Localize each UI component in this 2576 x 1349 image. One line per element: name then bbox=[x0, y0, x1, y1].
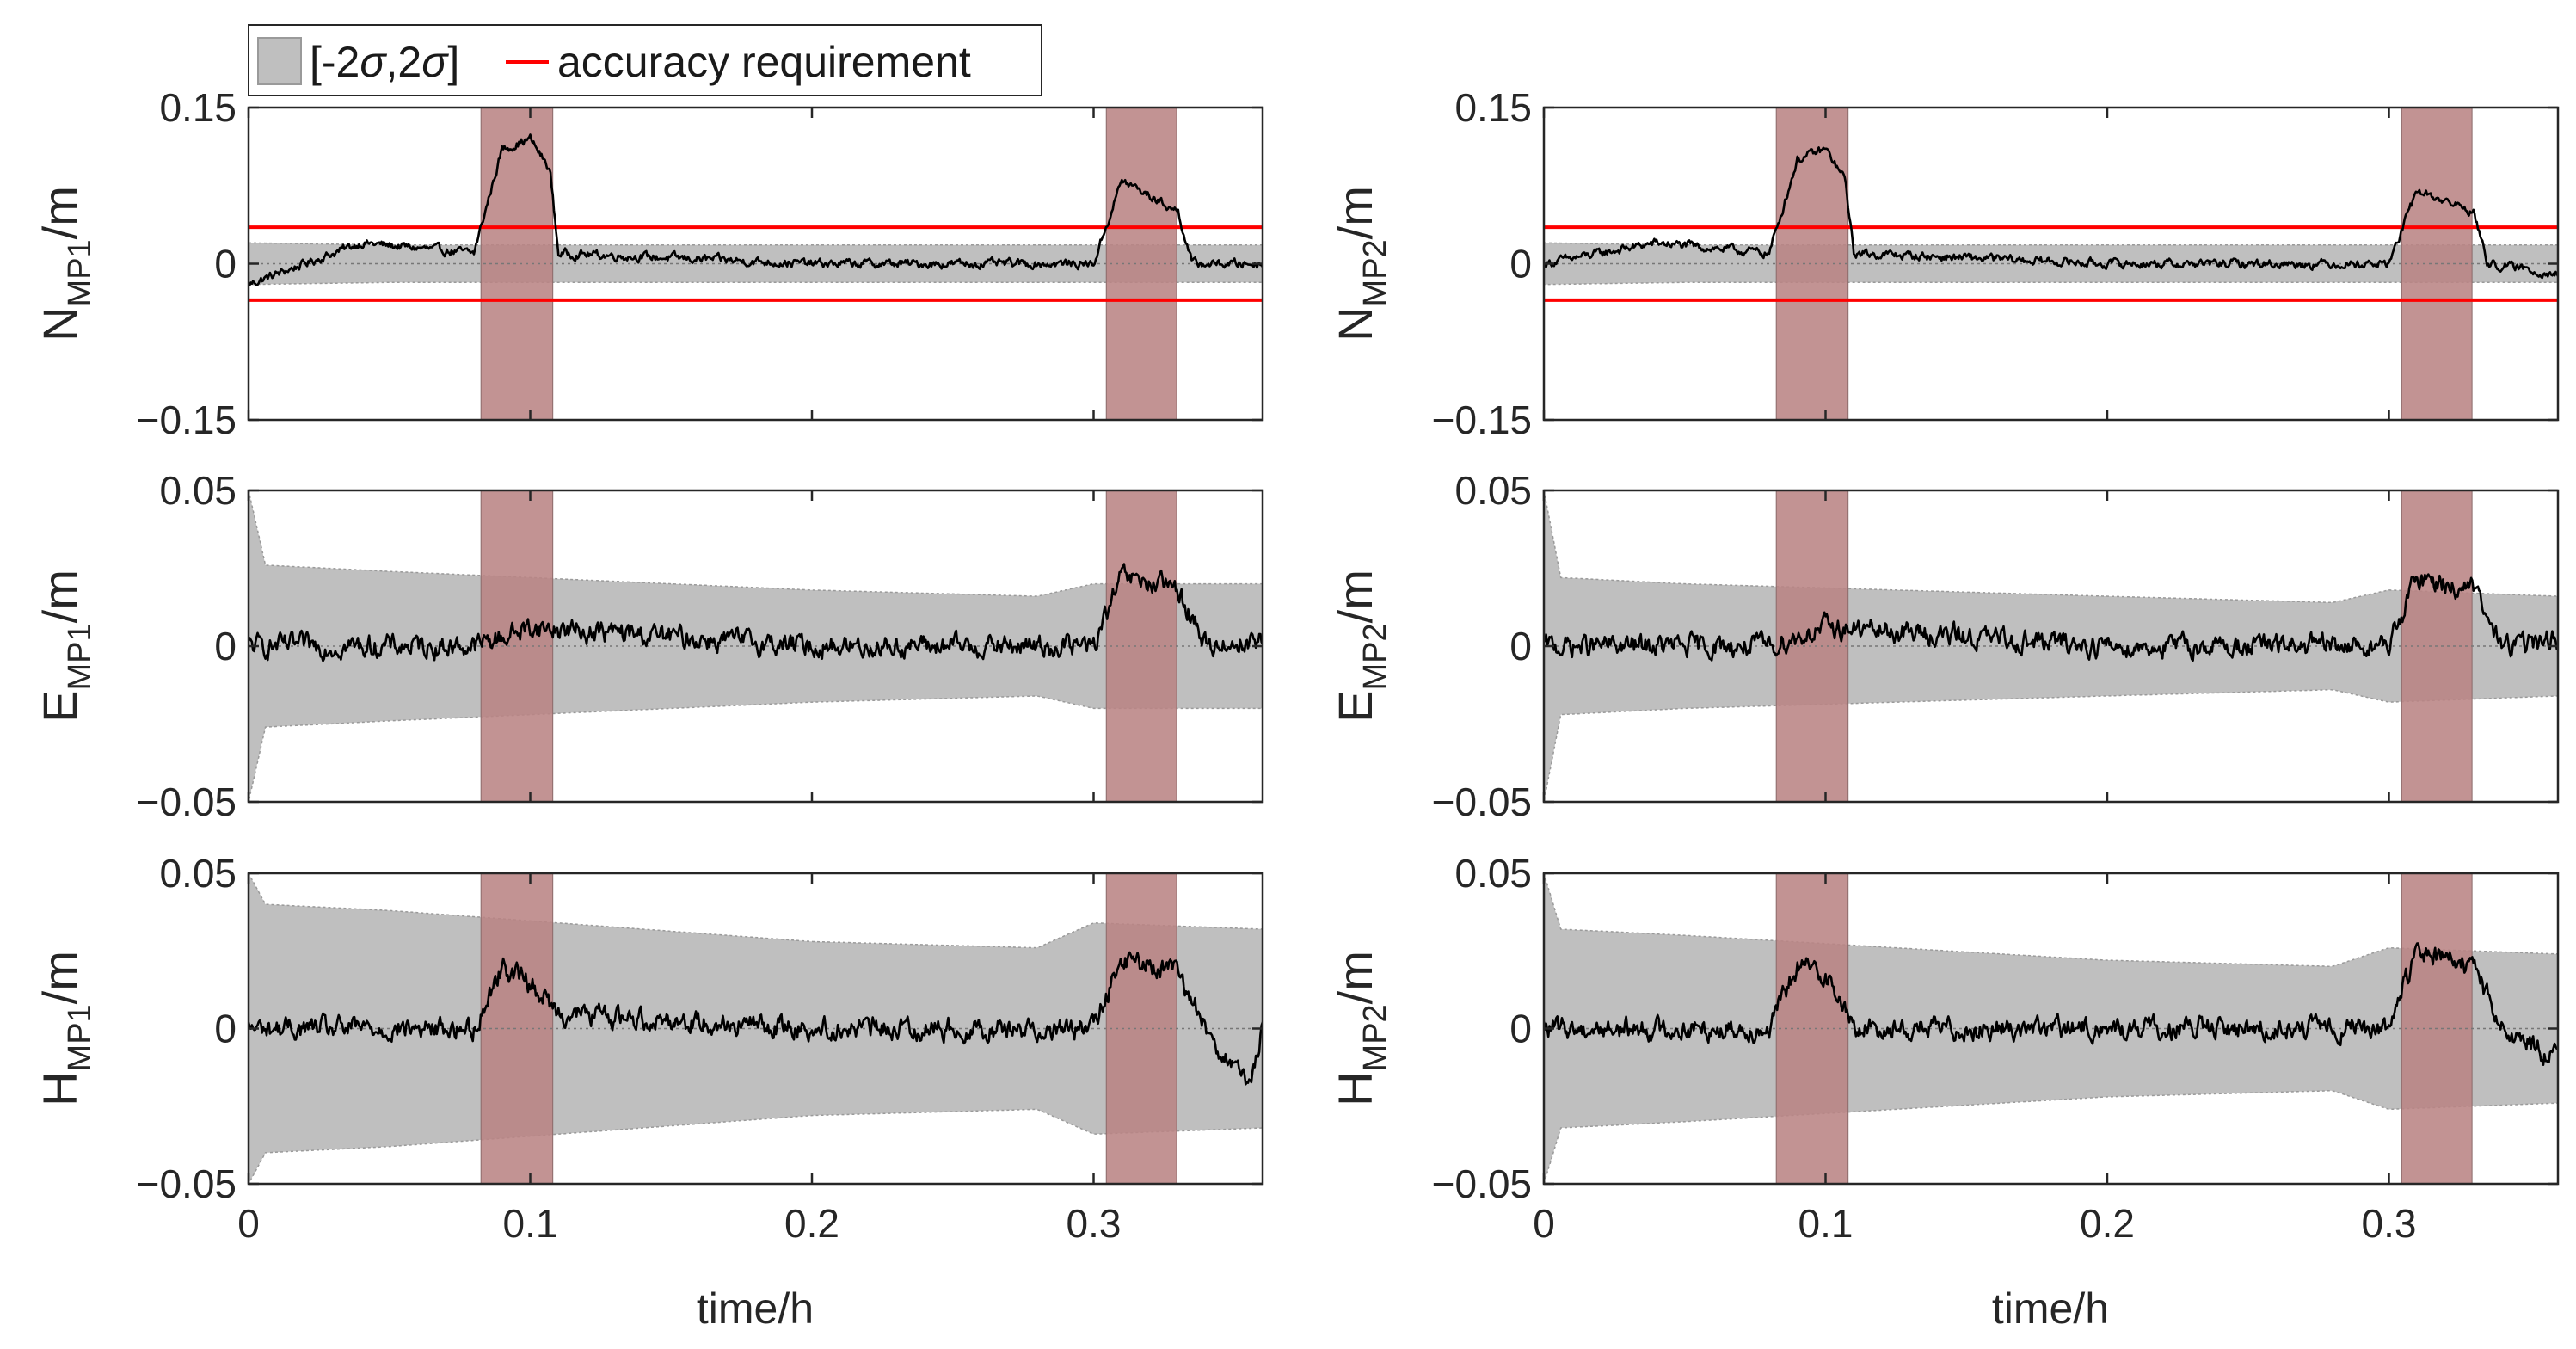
y-axis-label-main: N bbox=[33, 306, 87, 341]
x-tick-label: 0.3 bbox=[1067, 1201, 1122, 1246]
x-tick-label: 0.3 bbox=[2362, 1201, 2417, 1246]
highlight-interval-1 bbox=[480, 108, 554, 420]
panel-e-mp2: 0.05 0 −0.05 EMP2/m bbox=[1328, 468, 2560, 824]
y-axis-label-unit: /m bbox=[33, 186, 87, 239]
y-axis-label-unit: /m bbox=[33, 951, 87, 1004]
x-axis-label-left: time/h bbox=[697, 1284, 814, 1333]
y-tick-label: 0 bbox=[1509, 242, 1532, 286]
y-tick-label: −0.05 bbox=[1432, 779, 1532, 824]
y-tick-label: 0.05 bbox=[159, 468, 237, 513]
x-axis-label-right: time/h bbox=[1992, 1284, 2109, 1333]
y-tick-label: 0.15 bbox=[1454, 85, 1532, 130]
legend-requirement-label: accuracy requirement bbox=[557, 38, 971, 86]
y-axis-label-sub: MP2 bbox=[1357, 239, 1393, 306]
panel-n-mp2: 0.15 0 −0.15 NMP2/m bbox=[1328, 85, 2560, 442]
y-tick-label: 0.05 bbox=[159, 851, 237, 896]
y-axis-label-main: E bbox=[33, 691, 87, 723]
y-tick-label: −0.05 bbox=[137, 1161, 237, 1206]
plot-area bbox=[1544, 108, 2558, 420]
y-tick-label: −0.15 bbox=[1432, 397, 1532, 442]
y-axis-label-main: N bbox=[1328, 306, 1382, 341]
y-axis-label-sub: MP1 bbox=[62, 623, 98, 690]
y-axis-label: EMP2/m bbox=[1328, 570, 1393, 723]
y-axis-label-main: H bbox=[1328, 1071, 1382, 1106]
y-tick-label: 0.05 bbox=[1454, 851, 1532, 896]
x-tick-label: 0.2 bbox=[2080, 1201, 2135, 1246]
signal-line bbox=[1544, 146, 2558, 280]
y-tick-label: 0 bbox=[214, 242, 237, 286]
signal-line bbox=[249, 563, 1263, 662]
y-axis-label-unit: /m bbox=[1328, 186, 1382, 239]
y-axis-label-unit: /m bbox=[1328, 570, 1382, 623]
y-axis-label-main: E bbox=[1328, 691, 1382, 723]
signal-line bbox=[1544, 942, 2558, 1066]
y-axis-label: EMP1/m bbox=[33, 570, 98, 723]
y-axis-label-unit: /m bbox=[1328, 951, 1382, 1004]
y-tick-label: −0.05 bbox=[137, 779, 237, 824]
highlight-interval-1 bbox=[1775, 873, 1849, 1184]
y-axis-label: NMP1/m bbox=[33, 186, 98, 342]
y-tick-label: 0.15 bbox=[159, 85, 237, 130]
signal-line bbox=[249, 951, 1263, 1086]
y-tick-label: 0.05 bbox=[1454, 468, 1532, 513]
y-tick-label: 0 bbox=[214, 624, 237, 668]
legend-box bbox=[248, 24, 1042, 96]
signal-line bbox=[1544, 573, 2558, 662]
y-axis-label-unit: /m bbox=[33, 570, 87, 623]
plot-area bbox=[249, 873, 1263, 1184]
y-axis-label-sub: MP1 bbox=[62, 1004, 98, 1071]
x-tick-label: 0 bbox=[1533, 1201, 1555, 1246]
legend: [-2σ,2σ] accuracy requirement bbox=[248, 24, 1042, 96]
plot-area bbox=[249, 108, 1263, 420]
y-tick-label: 0 bbox=[214, 1007, 237, 1051]
y-axis-label-main: H bbox=[33, 1071, 87, 1106]
plot-area bbox=[1544, 873, 2558, 1184]
plot-area bbox=[249, 490, 1263, 802]
panel-n-mp1: 0.15 0 −0.15 NMP1/m bbox=[33, 85, 1264, 442]
y-tick-label: −0.05 bbox=[1432, 1161, 1532, 1206]
highlight-interval-1 bbox=[480, 873, 554, 1184]
panel-e-mp1: 0.05 0 −0.05 EMP1/m bbox=[33, 468, 1264, 824]
highlight-interval-1 bbox=[1775, 108, 1849, 420]
y-tick-label: −0.15 bbox=[137, 397, 237, 442]
legend-band-swatch bbox=[257, 37, 302, 85]
y-axis-label: HMP1/m bbox=[33, 951, 98, 1106]
y-axis-label: NMP2/m bbox=[1328, 186, 1393, 342]
signal-line bbox=[249, 133, 1263, 286]
legend-band-label: [-2σ,2σ] bbox=[310, 38, 459, 86]
plot-area bbox=[1544, 490, 2558, 802]
y-axis-label-sub: MP1 bbox=[62, 239, 98, 306]
y-axis-label: HMP2/m bbox=[1328, 951, 1393, 1106]
y-axis-label-sub: MP2 bbox=[1357, 623, 1393, 690]
y-tick-label: 0 bbox=[1509, 624, 1532, 668]
x-tick-label: 0 bbox=[237, 1201, 260, 1246]
y-axis-label-sub: MP2 bbox=[1357, 1004, 1393, 1071]
x-tick-label: 0.1 bbox=[1798, 1201, 1854, 1246]
x-tick-label: 0.1 bbox=[503, 1201, 558, 1246]
y-tick-label: 0 bbox=[1509, 1007, 1532, 1051]
x-tick-label: 0.2 bbox=[784, 1201, 839, 1246]
